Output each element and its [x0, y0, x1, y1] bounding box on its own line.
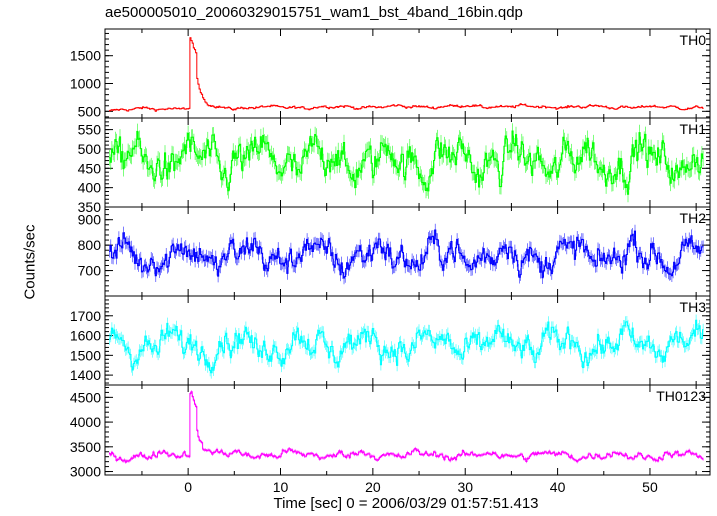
y-tick-label: 1400 — [70, 367, 101, 383]
series-label: TH2 — [680, 210, 707, 226]
y-tick-label: 3500 — [70, 439, 101, 455]
panel-th3: 1400 1500 1600 1700 TH3 — [70, 295, 711, 386]
series-errorbars-th1 — [109, 123, 704, 203]
series-label: TH0 — [680, 32, 707, 48]
y-tick-label: 1000 — [70, 76, 101, 92]
x-tick-label: 10 — [273, 479, 289, 495]
series-errorbars-th2 — [109, 223, 704, 285]
x-tick-label: 40 — [550, 479, 566, 495]
y-tick-label: 700 — [78, 263, 102, 279]
y-tick-label: 800 — [78, 237, 102, 253]
y-tick-label: 1600 — [70, 328, 101, 344]
x-axis-title: Time [sec] 0 = 2006/03/29 01:57:51.413 — [273, 495, 539, 512]
panel-th2: 700 800 900 TH2 — [78, 206, 711, 297]
x-tick-label: 0 — [184, 479, 192, 495]
y-tick-label: 4500 — [70, 389, 101, 405]
x-tick-label: 30 — [457, 479, 473, 495]
panel-frame — [104, 384, 711, 476]
y-axis-title: Counts/sec — [21, 224, 39, 300]
series-errorbars-th3 — [109, 314, 704, 379]
plot-title: ae500005010_20060329015751_wam1_bst_4ban… — [105, 4, 523, 21]
series-errorbars-th0123 — [109, 390, 704, 464]
x-tick-label: 20 — [365, 479, 381, 495]
panel-frame — [104, 28, 711, 119]
panel-th0123: 3000 3500 4000 4500 TH0123 — [70, 384, 711, 480]
y-tick-label: 1700 — [70, 308, 101, 324]
y-tick-label: 400 — [78, 180, 102, 196]
y-tick-label: 350 — [78, 199, 102, 215]
y-tick-label: 500 — [78, 103, 102, 119]
y-tick-label: 1500 — [70, 48, 101, 64]
x-tick-label: 50 — [642, 479, 658, 495]
series-line-th1 — [109, 130, 704, 195]
y-tick-label: 3000 — [70, 464, 101, 480]
series-label: TH1 — [680, 121, 707, 137]
series-label: TH0123 — [656, 388, 706, 404]
y-tick-label: 1500 — [70, 347, 101, 363]
y-tick-label: 550 — [78, 122, 102, 138]
y-tick-label: 450 — [78, 160, 102, 176]
y-tick-label: 500 — [78, 141, 102, 157]
panel-frame — [104, 206, 711, 297]
series-errorbars-th0 — [109, 37, 704, 112]
y-tick-label: 4000 — [70, 414, 101, 430]
series-line-th0 — [109, 37, 704, 112]
y-tick-label: 900 — [78, 212, 102, 228]
panel-th1: 350 400 450 500 550 TH1 — [78, 117, 711, 215]
panel-th0: 500 1000 1500 TH0 — [70, 28, 711, 119]
series-label: TH3 — [680, 299, 707, 315]
